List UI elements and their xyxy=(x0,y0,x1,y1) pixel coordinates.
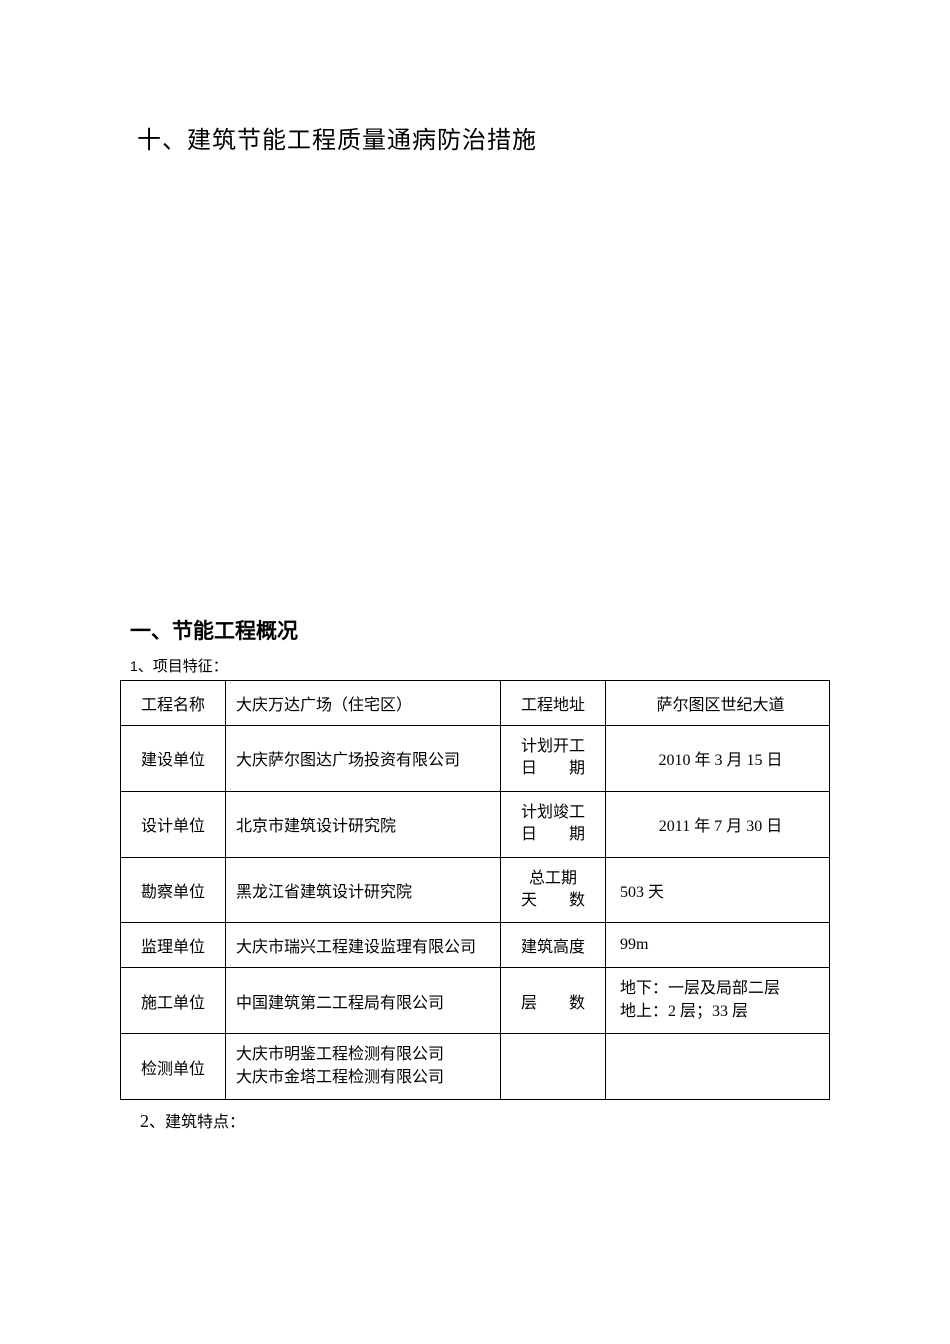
table-row: 施工单位 中国建筑第二工程局有限公司 层 数 地下：一层及局部二层 地上：2 层… xyxy=(121,968,830,1034)
cell-value: 大庆萨尔图达广场投资有限公司 xyxy=(226,726,501,792)
value-line1: 大庆市明鉴工程检测有限公司 xyxy=(236,1044,492,1066)
main-title: 十、建筑节能工程质量通病防治措施 xyxy=(137,120,830,155)
cell-value: 大庆市明鉴工程检测有限公司 大庆市金塔工程检测有限公司 xyxy=(226,1034,501,1100)
section-title: 一、节能工程概况 xyxy=(130,615,830,645)
label-line1: 总工期 xyxy=(509,868,597,890)
spacer xyxy=(120,155,830,615)
value-line2: 地上：2 层；33 层 xyxy=(620,1001,821,1023)
subheading-2-number: 2 xyxy=(140,1111,149,1131)
cell-value: 中国建筑第二工程局有限公司 xyxy=(226,968,501,1034)
value-line2: 大庆市金塔工程检测有限公司 xyxy=(236,1067,492,1089)
label-line1: 计划开工 xyxy=(509,736,597,758)
table-row: 设计单位 北京市建筑设计研究院 计划竣工 日 期 2011 年 7 月 30 日 xyxy=(121,791,830,857)
cell-value: 黑龙江省建筑设计研究院 xyxy=(226,857,501,923)
cell-value: 地下：一层及局部二层 地上：2 层；33 层 xyxy=(606,968,830,1034)
cell-value: 2011 年 7 月 30 日 xyxy=(606,791,830,857)
project-info-table: 工程名称 大庆万达广场（住宅区） 工程地址 萨尔图区世纪大道 建设单位 大庆萨尔… xyxy=(120,680,830,1100)
subheading-1-text: 、项目特征： xyxy=(138,659,228,675)
cell-value: 萨尔图区世纪大道 xyxy=(606,681,830,726)
label-line2: 日 期 xyxy=(509,758,597,780)
table-row: 工程名称 大庆万达广场（住宅区） 工程地址 萨尔图区世纪大道 xyxy=(121,681,830,726)
subheading-2-text: 、建筑特点： xyxy=(149,1114,245,1131)
cell-label: 设计单位 xyxy=(121,791,226,857)
subheading-2: 2、建筑特点： xyxy=(140,1108,830,1132)
cell-label: 检测单位 xyxy=(121,1034,226,1100)
label-spaced: 层 数 xyxy=(509,989,597,1013)
label-line1: 计划竣工 xyxy=(509,802,597,824)
page-container: 十、建筑节能工程质量通病防治措施 一、节能工程概况 1、项目特征： 工程名称 大… xyxy=(0,0,950,1132)
cell-label: 监理单位 xyxy=(121,923,226,968)
cell-label: 施工单位 xyxy=(121,968,226,1034)
cell-label: 工程名称 xyxy=(121,681,226,726)
cell-value: 503 天 xyxy=(606,857,830,923)
cell-label: 层 数 xyxy=(501,968,606,1034)
cell-label: 计划开工 日 期 xyxy=(501,726,606,792)
label-line2: 天 数 xyxy=(509,890,597,912)
cell-label: 工程地址 xyxy=(501,681,606,726)
cell-value xyxy=(606,1034,830,1100)
table-row: 建设单位 大庆萨尔图达广场投资有限公司 计划开工 日 期 2010 年 3 月 … xyxy=(121,726,830,792)
cell-label: 建设单位 xyxy=(121,726,226,792)
subheading-1: 1、项目特征： xyxy=(130,655,830,676)
subheading-1-number: 1 xyxy=(130,658,138,674)
cell-label: 勘察单位 xyxy=(121,857,226,923)
cell-label: 计划竣工 日 期 xyxy=(501,791,606,857)
table-row: 勘察单位 黑龙江省建筑设计研究院 总工期 天 数 503 天 xyxy=(121,857,830,923)
table-row: 监理单位 大庆市瑞兴工程建设监理有限公司 建筑高度 99m xyxy=(121,923,830,968)
cell-value: 大庆万达广场（住宅区） xyxy=(226,681,501,726)
cell-label: 建筑高度 xyxy=(501,923,606,968)
cell-value: 2010 年 3 月 15 日 xyxy=(606,726,830,792)
table-row: 检测单位 大庆市明鉴工程检测有限公司 大庆市金塔工程检测有限公司 xyxy=(121,1034,830,1100)
cell-label xyxy=(501,1034,606,1100)
label-line2: 日 期 xyxy=(509,824,597,846)
value-line1: 地下：一层及局部二层 xyxy=(620,978,821,1000)
cell-value: 99m xyxy=(606,923,830,968)
cell-value: 北京市建筑设计研究院 xyxy=(226,791,501,857)
cell-label: 总工期 天 数 xyxy=(501,857,606,923)
cell-value: 大庆市瑞兴工程建设监理有限公司 xyxy=(226,923,501,968)
